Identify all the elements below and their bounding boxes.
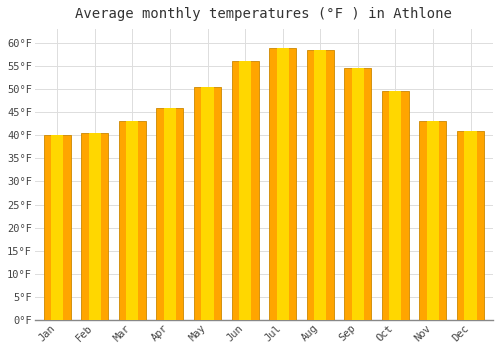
Bar: [82, 133, 108, 320]
Bar: [239, 61, 251, 320]
Bar: [464, 131, 476, 320]
Bar: [126, 121, 138, 320]
Bar: [352, 68, 364, 320]
Bar: [382, 91, 409, 320]
Bar: [232, 61, 258, 320]
Bar: [156, 107, 184, 320]
Bar: [202, 87, 213, 320]
Bar: [306, 50, 334, 320]
Bar: [194, 87, 221, 320]
Bar: [427, 121, 439, 320]
Bar: [119, 121, 146, 320]
Bar: [314, 50, 326, 320]
Bar: [44, 135, 71, 320]
Bar: [420, 121, 446, 320]
Bar: [164, 107, 176, 320]
Bar: [276, 48, 289, 320]
Bar: [51, 135, 64, 320]
Bar: [269, 48, 296, 320]
Title: Average monthly temperatures (°F ) in Athlone: Average monthly temperatures (°F ) in At…: [76, 7, 452, 21]
Bar: [457, 131, 484, 320]
Bar: [344, 68, 372, 320]
Bar: [88, 133, 101, 320]
Bar: [390, 91, 402, 320]
